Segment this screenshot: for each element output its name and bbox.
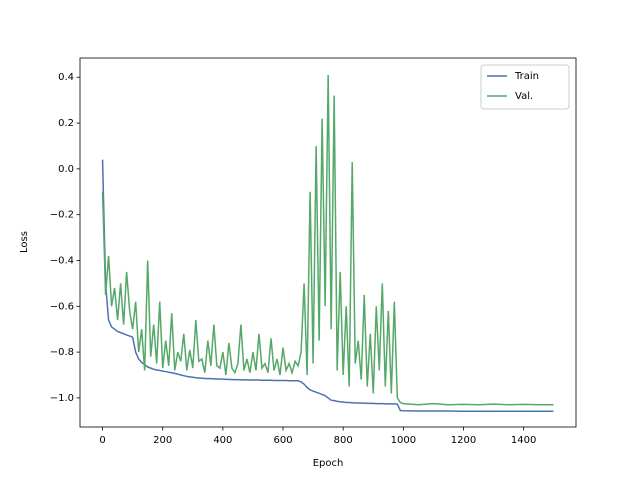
x-tick-label: 1400 [511,435,536,446]
y-tick-label: −0.6 [50,301,74,312]
y-tick-label: −0.2 [50,210,74,221]
legend-label: Train [514,71,539,82]
line-series [101,74,554,406]
legend-label: Val. [515,91,533,102]
y-tick-label: 0.4 [58,72,74,83]
y-tick-label: −1.0 [50,393,74,404]
y-axis-label: Loss [19,231,30,253]
plot-frame [79,57,577,428]
x-axis-label: Epoch [313,458,344,469]
x-tick-label: 200 [153,435,172,446]
y-tick-label: 0.2 [58,118,74,129]
line-series [101,159,554,412]
x-tick-label: 400 [213,435,232,446]
y-tick-label: −0.8 [50,347,74,358]
x-tick-label: 600 [273,435,292,446]
x-tick-label: 1000 [391,435,416,446]
x-tick-label: 800 [334,435,353,446]
y-tick-label: −0.4 [50,255,74,266]
x-tick-label: 1200 [451,435,476,446]
y-tick-label: 0.0 [58,164,74,175]
x-tick-label: 0 [99,435,105,446]
